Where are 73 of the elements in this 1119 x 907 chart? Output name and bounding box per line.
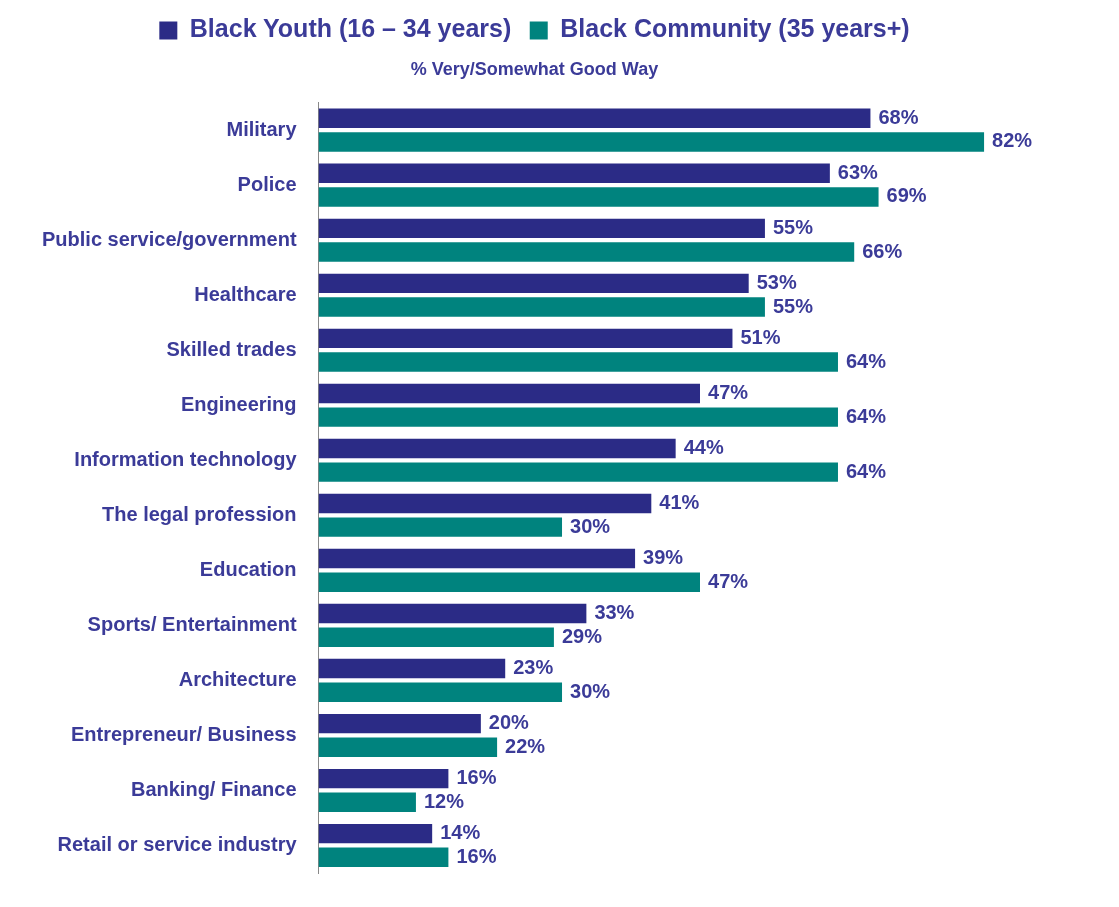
bar	[318, 163, 830, 184]
bar	[318, 297, 765, 317]
bar	[318, 792, 416, 812]
data-label: 20%	[488, 711, 530, 734]
y-tick-label: Skilled trades	[166, 337, 297, 360]
data-label: 66%	[862, 239, 903, 262]
legend-label: Black Youth (16 – 34 years)	[189, 14, 512, 43]
bar	[318, 132, 985, 152]
y-tick-label: Sports/ Entertainment	[87, 612, 297, 635]
bar	[318, 108, 871, 128]
data-label: 41%	[659, 491, 700, 513]
bar	[318, 187, 879, 207]
data-label: 64%	[845, 404, 887, 427]
bar	[318, 383, 700, 404]
bar	[318, 517, 563, 537]
bar	[318, 407, 838, 427]
data-label: 55%	[772, 215, 814, 238]
y-tick-label: Healthcare	[194, 282, 297, 305]
y-tick-label: The legal profession	[102, 502, 297, 525]
bar	[318, 438, 676, 459]
data-label: 64%	[845, 459, 887, 482]
bar	[318, 572, 700, 592]
data-label: 47%	[708, 569, 749, 592]
bar	[318, 847, 449, 868]
data-label: 29%	[561, 624, 603, 647]
data-label: 69%	[886, 184, 927, 207]
bar	[318, 462, 838, 482]
bar	[318, 218, 765, 239]
data-label: 47%	[708, 380, 749, 403]
data-label: 12%	[423, 789, 465, 812]
y-tick-label: Education	[199, 557, 297, 580]
legend-label: Black Community (35 years+)	[560, 14, 910, 43]
y-tick-label: Retail or service industry	[57, 833, 298, 855]
y-tick-label: Entrepreneur/ Business	[70, 722, 297, 745]
data-label: 53%	[756, 270, 797, 293]
y-tick-label: Military	[226, 117, 298, 140]
bar	[318, 768, 449, 789]
data-label: 55%	[772, 294, 814, 317]
bar	[318, 493, 652, 514]
y-tick-label: Public service/government	[41, 227, 297, 250]
bar	[318, 658, 506, 679]
data-label: 64%	[845, 349, 887, 372]
chart-subtitle: % Very/Somewhat Good Way	[410, 58, 659, 79]
data-label: 82%	[992, 129, 1033, 152]
data-label: 22%	[505, 734, 546, 757]
y-tick-label: Banking/ Finance	[130, 777, 297, 800]
y-tick-label: Information technology	[74, 447, 298, 470]
bar	[318, 548, 636, 569]
data-label: 51%	[740, 325, 781, 348]
bar	[318, 627, 554, 647]
data-label: 14%	[440, 821, 481, 844]
data-label: 30%	[570, 514, 611, 537]
bar	[318, 737, 498, 757]
bar	[318, 713, 481, 734]
y-tick-label: Police	[237, 172, 297, 195]
bar	[318, 682, 563, 702]
y-tick-label: Architecture	[178, 667, 297, 690]
bar	[318, 273, 749, 294]
data-label: 68%	[878, 105, 919, 128]
data-label: 23%	[513, 656, 554, 679]
bar	[318, 603, 587, 624]
data-label: 33%	[594, 601, 635, 624]
data-label: 16%	[456, 766, 497, 789]
bar	[318, 242, 855, 262]
y-tick-label: Engineering	[180, 392, 297, 415]
bar	[318, 352, 838, 372]
data-label: 30%	[570, 679, 611, 702]
data-label: 39%	[643, 546, 684, 569]
bar	[318, 328, 733, 349]
data-label: 44%	[683, 435, 724, 458]
data-label: 16%	[456, 844, 497, 867]
bar	[318, 823, 433, 844]
data-label: 63%	[837, 160, 879, 183]
